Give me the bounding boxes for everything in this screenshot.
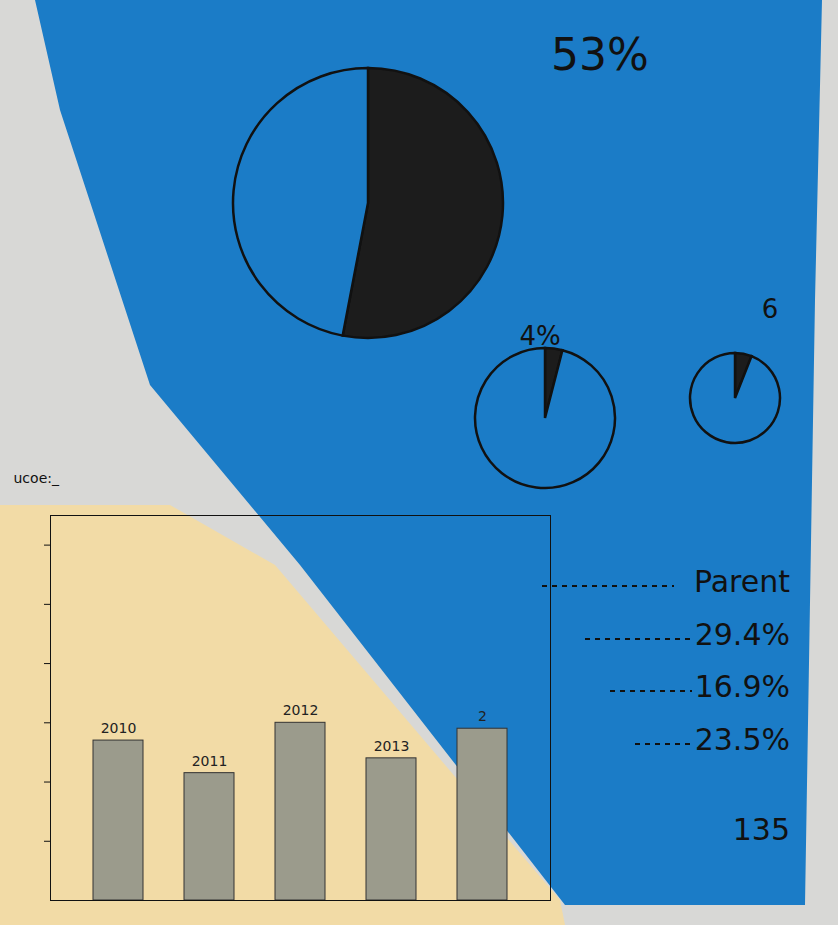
svg-text:ucoe:_: ucoe:_ — [14, 470, 60, 486]
svg-text:2013: 2013 — [374, 738, 410, 754]
svg-text:29.4%: 29.4% — [695, 617, 790, 652]
svg-text:4%: 4% — [519, 321, 560, 351]
svg-text:16.9%: 16.9% — [695, 669, 790, 704]
svg-text:2012: 2012 — [283, 702, 319, 718]
svg-text:2011: 2011 — [192, 753, 228, 769]
svg-text:2: 2 — [478, 708, 487, 724]
svg-text:6: 6 — [762, 294, 779, 324]
svg-text:2010: 2010 — [101, 720, 137, 736]
svg-text:53%: 53% — [551, 29, 649, 80]
svg-text:135: 135 — [733, 812, 790, 847]
svg-text:Parent: Parent — [694, 564, 790, 599]
svg-text:23.5%: 23.5% — [695, 722, 790, 757]
